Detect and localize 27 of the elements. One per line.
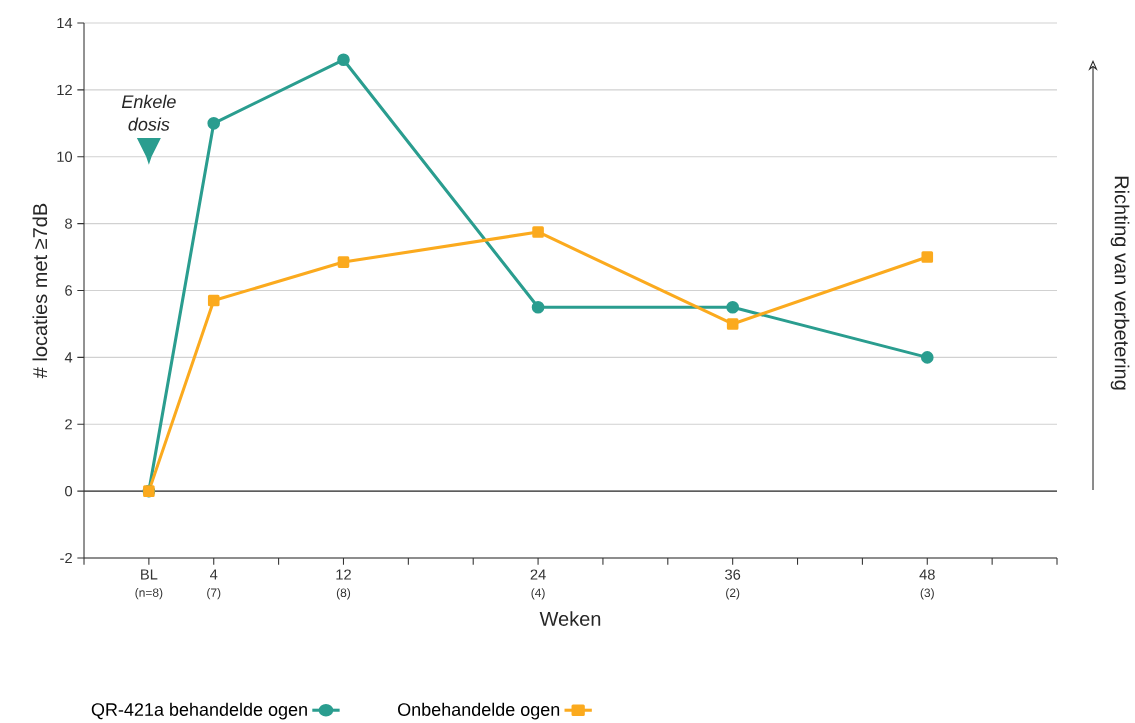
y-axis-title: # locaties met ≥7dB [32,203,48,379]
text: (n=8) [135,588,163,600]
legend-label: QR-421a behandelde ogen [91,702,307,720]
y-tick-label: -2 [60,552,72,564]
y-tick-label: 8 [65,218,72,229]
x-tick-label: 36 [725,569,741,580]
y-tick-label: 10 [57,151,73,162]
x-tick-label: 4 [210,569,218,580]
text: (7) [207,588,221,600]
y-tick-label: 2 [65,419,72,430]
legend-label: Onbehandelde ogen [398,702,560,720]
text: (2) [726,588,740,600]
annotation: Enkele dosis [121,94,176,131]
y-tick-label: 4 [64,352,73,363]
x-axis-title: Weken [539,611,601,626]
y-tick-label: 12 [57,84,72,95]
y-tick-label: 0 [65,485,73,497]
y-tick-label: 6 [65,285,72,296]
x-tick-label: BL [141,569,158,580]
text: Richting van verbetering [1110,176,1130,390]
x-tick-label: 48 [919,569,935,580]
x-tick-label: 12 [336,569,351,580]
x-tick-label: 24 [530,569,546,580]
text: (4) [531,588,545,600]
text: (3) [920,588,934,600]
text: (8) [336,588,351,600]
y-tick-label: 14 [57,17,73,29]
